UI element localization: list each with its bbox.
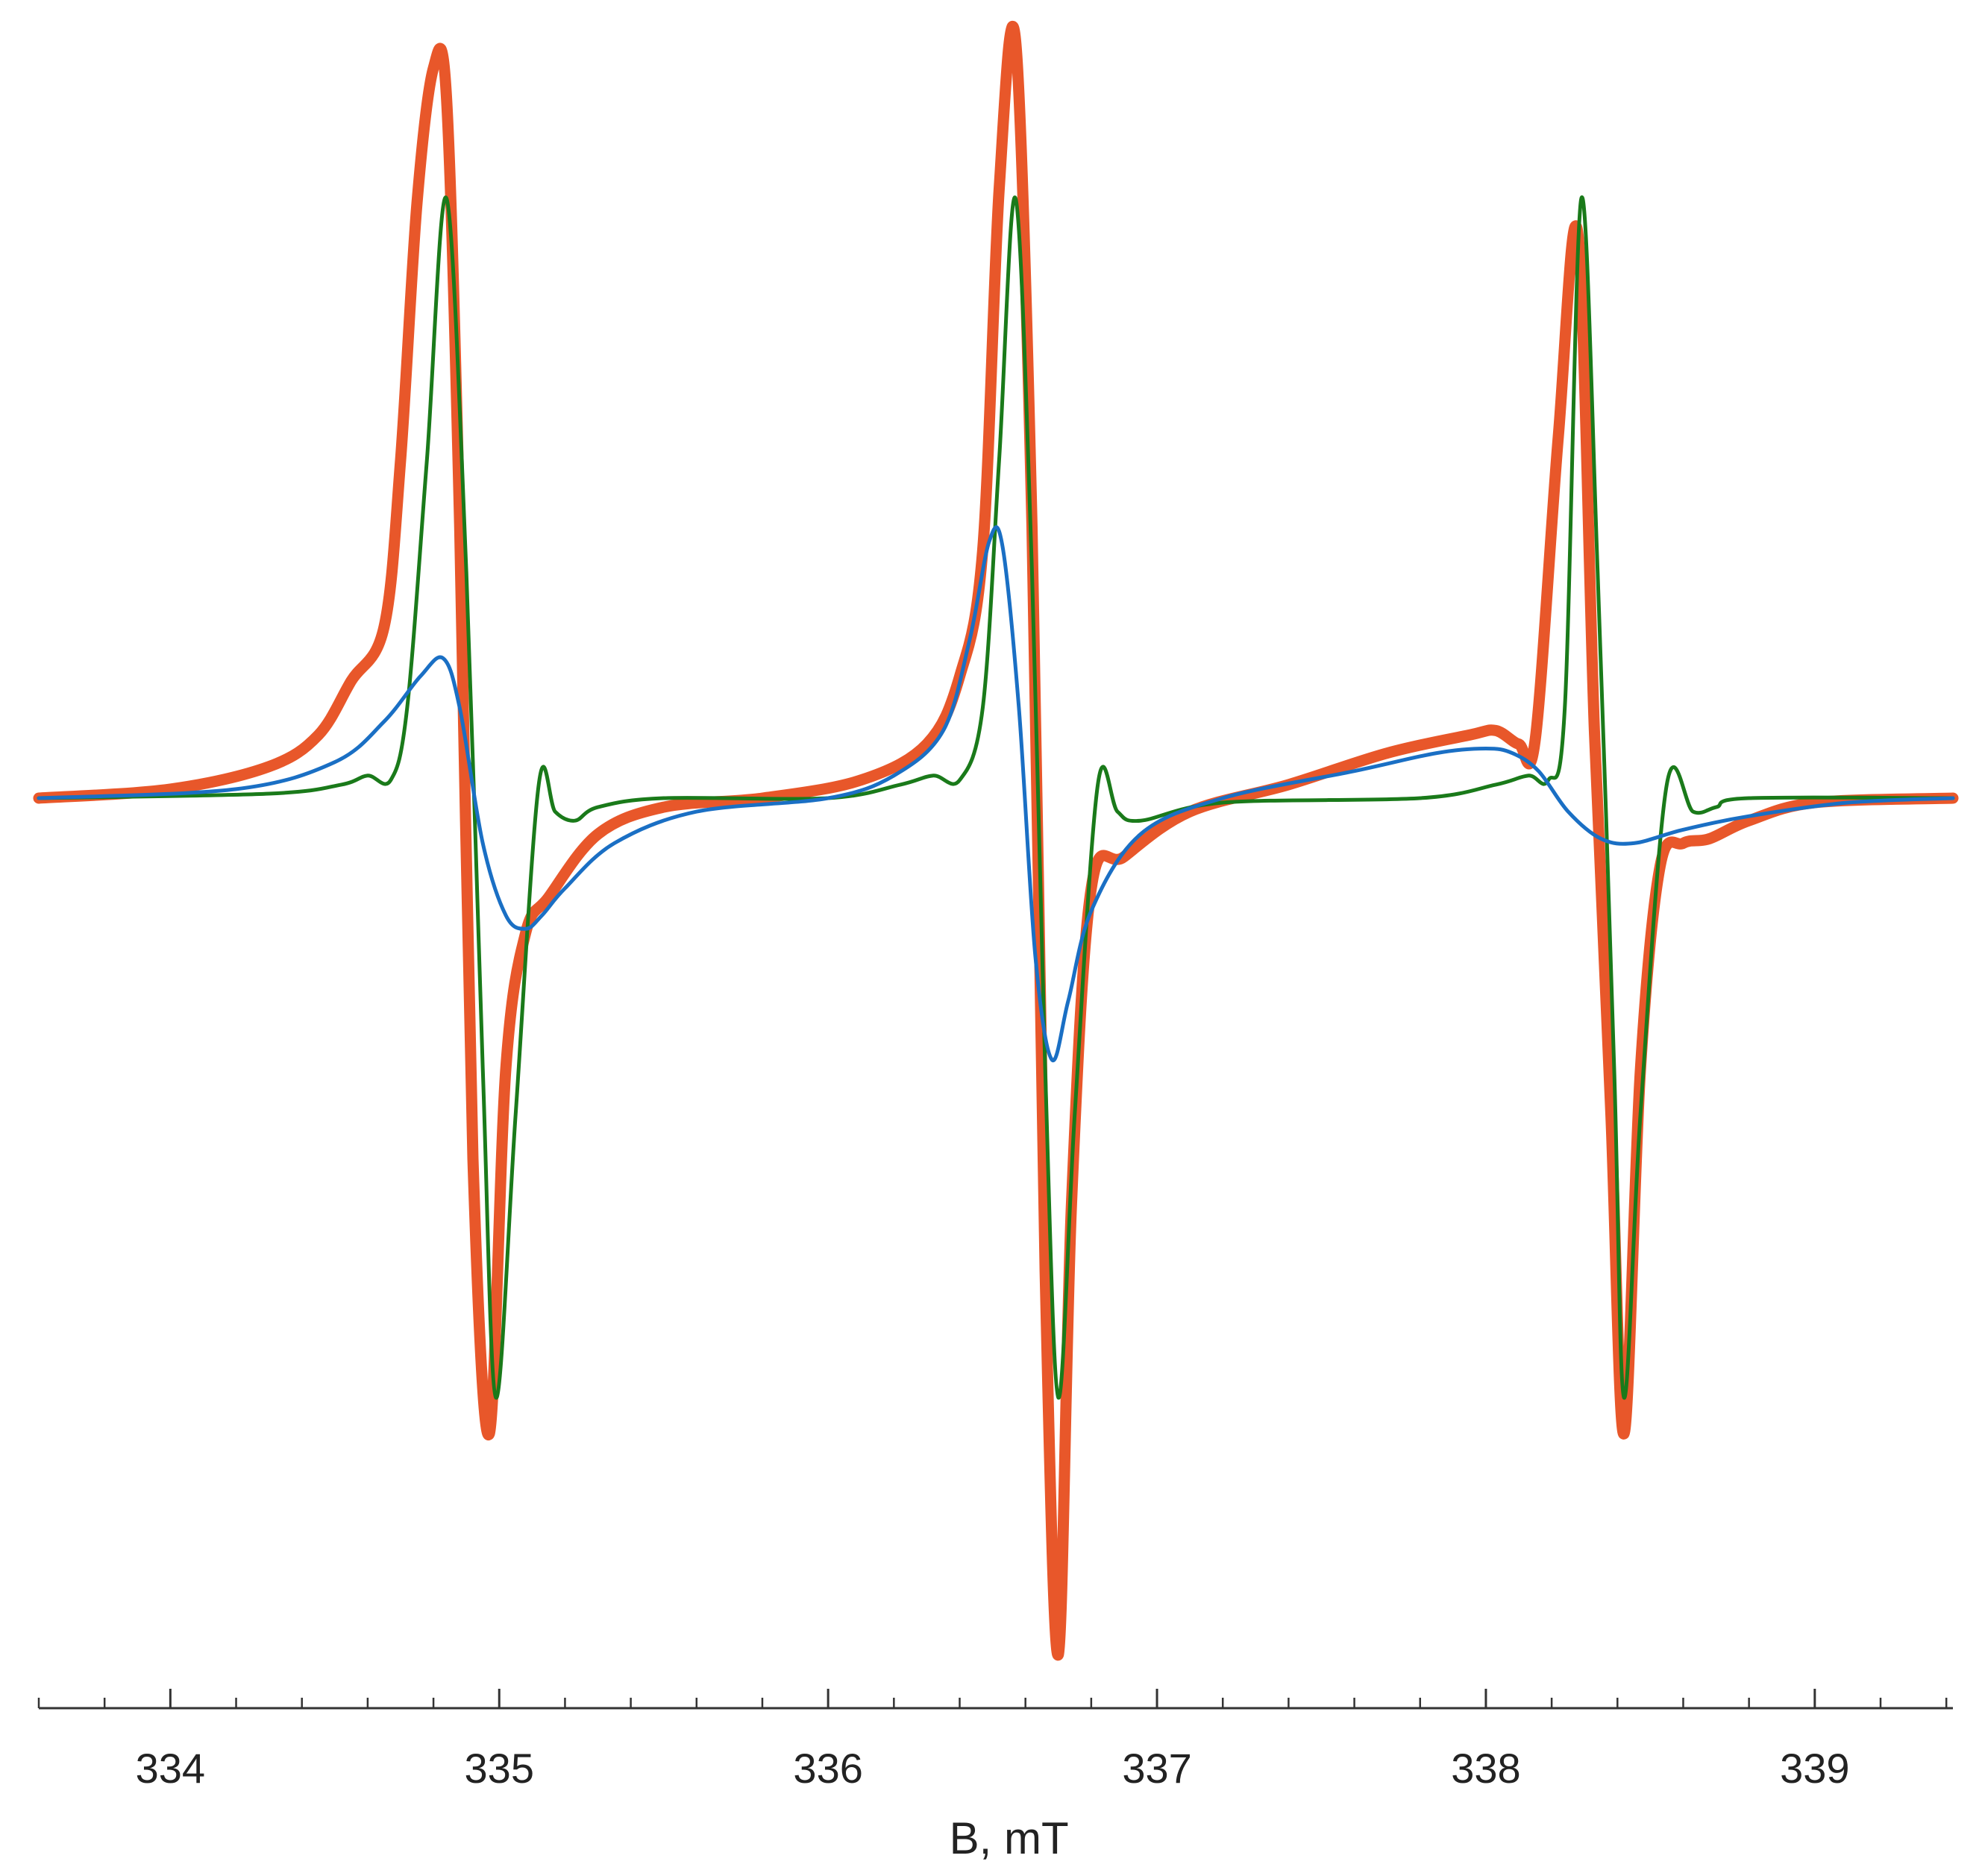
x-ticks: 334 335 336 337 338 339 (37, 1689, 1948, 1792)
x-tick-label: 337 (1122, 1745, 1191, 1792)
series-line-3 (37, 525, 1955, 1063)
x-tick-label: 338 (1451, 1745, 1520, 1792)
x-axis: 334 335 336 337 338 339 (37, 1689, 1953, 1792)
x-tick-label: 339 (1780, 1745, 1849, 1792)
x-tick-label: 334 (136, 1745, 205, 1792)
plot-area (33, 21, 1959, 1661)
series-line-1 (33, 21, 1959, 1661)
x-tick-label: 336 (793, 1745, 862, 1792)
x-axis-title: B, mT (950, 1813, 1069, 1863)
series-line-2 (37, 195, 1955, 1400)
x-tick-label: 335 (465, 1745, 534, 1792)
